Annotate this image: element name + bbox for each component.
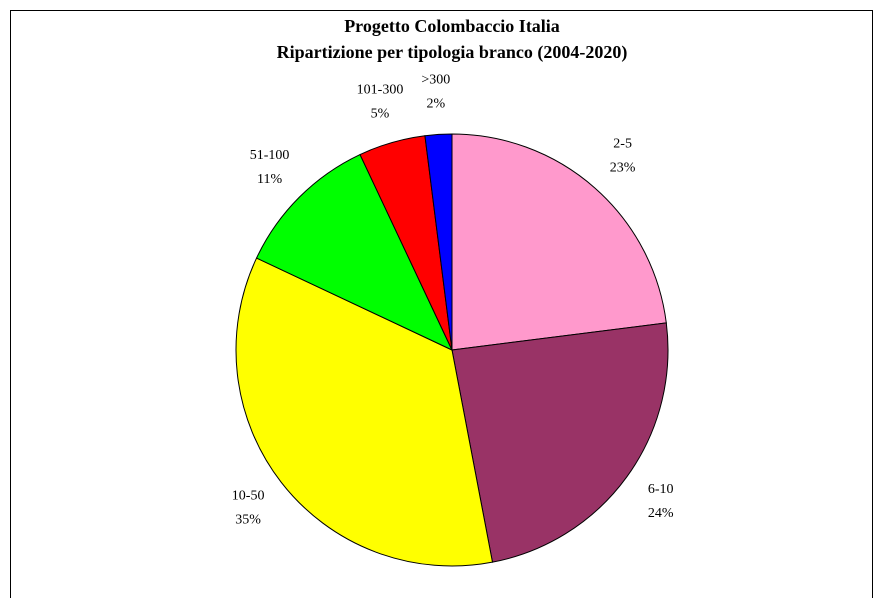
slice-value-label: 23% [610, 161, 636, 176]
pie-slice [255, 153, 454, 352]
slice-category-label: 101-300 [357, 82, 404, 97]
slice-category-label: 10-50 [232, 488, 265, 503]
chart-title: Progetto Colombaccio Italia [344, 16, 560, 36]
slice-value-label: 2% [426, 97, 445, 112]
slice-category-label: 51-100 [250, 148, 290, 163]
pie-slice [235, 257, 494, 567]
chart-subtitle: Ripartizione per tipologia branco (2004-… [277, 42, 628, 63]
slice-category-label: 6-10 [648, 482, 674, 497]
slice-category-label: 2-5 [613, 137, 632, 152]
pie-slice [451, 322, 669, 563]
slice-value-label: 11% [257, 172, 282, 187]
pie-slice [424, 133, 453, 351]
slice-value-label: 24% [648, 506, 674, 521]
slice-category-label: >300 [421, 73, 450, 88]
pie-slice [451, 133, 667, 351]
slice-value-label: 5% [371, 106, 390, 121]
slice-value-label: 35% [235, 512, 261, 527]
